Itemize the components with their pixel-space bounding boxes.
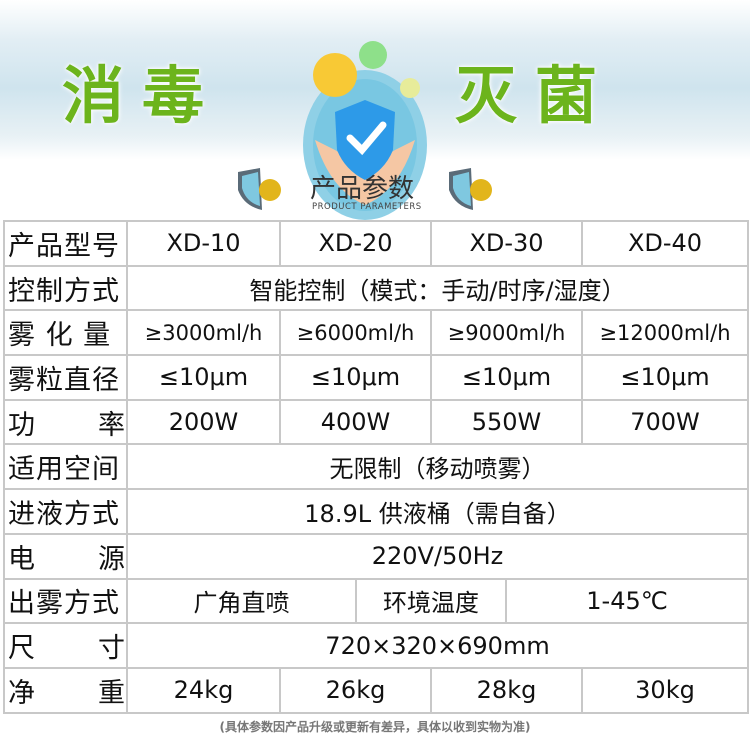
banner: 消毒 灭菌 xyxy=(0,0,750,220)
shield-virus-icon xyxy=(449,168,492,210)
banner-title-right: 灭菌 xyxy=(455,59,616,132)
table-row: 电源 220V/50Hz xyxy=(3,532,749,580)
cell: ≥3000ml/h xyxy=(126,309,281,357)
spec-table: 产品型号 XD-10 XD-20 XD-30 XD-40 控制方式 智能控制（模… xyxy=(3,220,749,714)
cell: XD-10 xyxy=(126,220,281,267)
cell: 550W xyxy=(430,398,583,446)
row-label: 出雾方式 xyxy=(3,577,128,625)
cell: 18.9L 供液桶（需自备） xyxy=(126,488,749,535)
cell: ≥9000ml/h xyxy=(430,309,583,357)
cell: ≥6000ml/h xyxy=(279,309,432,357)
cell: 400W xyxy=(279,398,432,446)
cell: XD-40 xyxy=(581,220,749,267)
cell: 220V/50Hz xyxy=(126,532,749,580)
cell: 无限制（移动喷雾） xyxy=(126,443,749,491)
cell: ≥12000ml/h xyxy=(581,309,749,357)
section-subtitle: PRODUCT PARAMETERS xyxy=(312,202,422,212)
row-label: 进液方式 xyxy=(3,488,128,535)
row-label: 雾 化 量 xyxy=(3,309,128,357)
row-label: 净重 xyxy=(3,666,128,714)
shield-hands-icon xyxy=(303,41,427,220)
table-row: 净重 24kg 26kg 28kg 30kg xyxy=(3,666,749,714)
cell: 200W xyxy=(126,398,281,446)
cell: 700W xyxy=(581,398,749,446)
row-label: 产品型号 xyxy=(3,220,128,267)
cell: 广角直喷 xyxy=(126,577,357,625)
cell: 26kg xyxy=(279,666,432,714)
table-row: 雾 化 量 ≥3000ml/h ≥6000ml/h ≥9000ml/h ≥120… xyxy=(3,309,749,357)
cell: 24kg xyxy=(126,666,281,714)
cell: 1-45℃ xyxy=(505,577,749,625)
table-row: 产品型号 XD-10 XD-20 XD-30 XD-40 xyxy=(3,220,749,267)
shield-virus-icon xyxy=(238,168,281,210)
table-row: 雾粒直径 ≤10μm ≤10μm ≤10μm ≤10μm xyxy=(3,354,749,401)
table-row: 进液方式 18.9L 供液桶（需自备） xyxy=(3,488,749,535)
table-row: 尺寸 720×320×690mm xyxy=(3,622,749,669)
table-row: 功率 200W 400W 550W 700W xyxy=(3,398,749,446)
footnote: (具体参数因产品升级或更新有差异，具体以收到实物为准) xyxy=(219,720,531,734)
section-title: 产品参数 xyxy=(310,174,415,204)
cell: 环境温度 xyxy=(355,577,507,625)
row-label: 电源 xyxy=(3,532,128,580)
row-label: 控制方式 xyxy=(3,264,128,312)
row-label: 雾粒直径 xyxy=(3,354,128,401)
cell: 30kg xyxy=(581,666,749,714)
table-row: 适用空间 无限制（移动喷雾） xyxy=(3,443,749,491)
cell: XD-30 xyxy=(430,220,583,267)
cell: ≤10μm xyxy=(279,354,432,401)
table-row: 控制方式 智能控制（模式：手动/时序/湿度） xyxy=(3,264,749,312)
cell: 28kg xyxy=(430,666,583,714)
banner-title-left: 消毒 xyxy=(62,59,223,132)
cell: XD-20 xyxy=(279,220,432,267)
cell: ≤10μm xyxy=(126,354,281,401)
cell: 智能控制（模式：手动/时序/湿度） xyxy=(126,264,749,312)
cell: ≤10μm xyxy=(430,354,583,401)
table-row: 出雾方式 广角直喷 环境温度 1-45℃ xyxy=(3,577,749,625)
cell: 720×320×690mm xyxy=(126,622,749,669)
row-label: 功率 xyxy=(3,398,128,446)
row-label: 适用空间 xyxy=(3,443,128,491)
cell: ≤10μm xyxy=(581,354,749,401)
row-label: 尺寸 xyxy=(3,622,128,669)
